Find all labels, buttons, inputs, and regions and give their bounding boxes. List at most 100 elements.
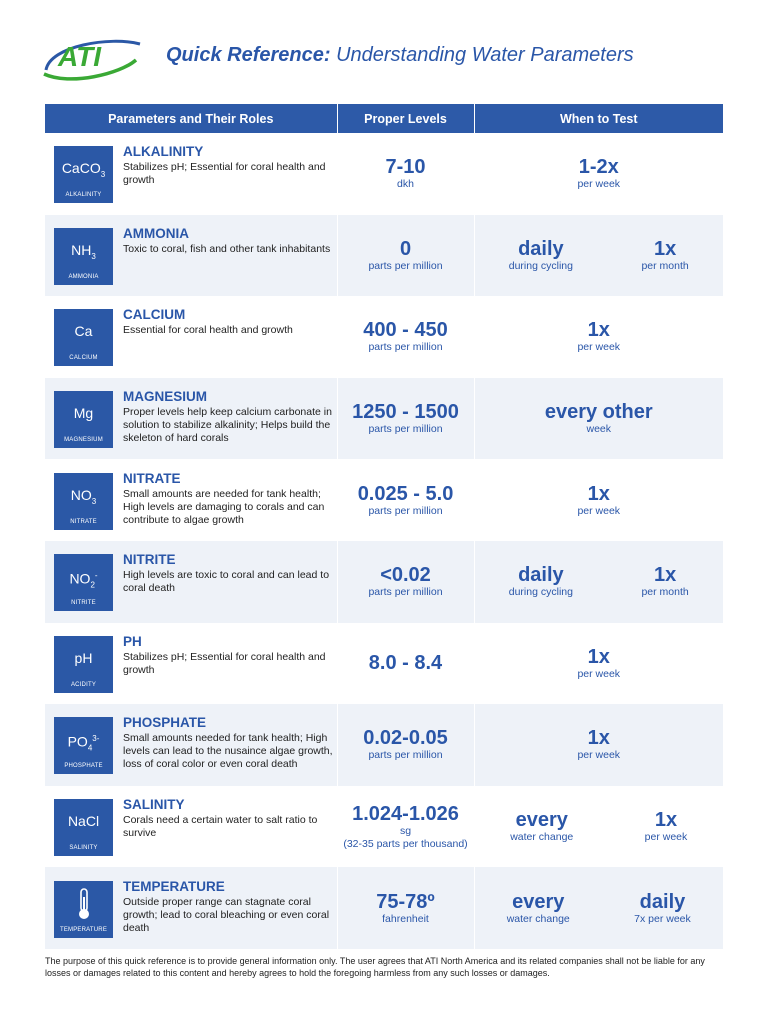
- level-value: 0: [399, 237, 412, 260]
- proper-level-cell: 75-78º fahrenheit: [337, 867, 475, 949]
- symbol-superscript: -: [94, 571, 98, 581]
- symbol-superscript: 3-: [92, 734, 100, 744]
- level-unit: parts per million: [368, 504, 443, 517]
- frequency-value: 1x: [653, 564, 677, 587]
- test-frequency-group: 1x per week: [475, 727, 724, 762]
- parameter-badge: CaCO3 ALKALINITY: [54, 146, 113, 204]
- parameter-name: ALKALINITY: [123, 144, 204, 160]
- symbol-base: CaCO: [61, 160, 101, 177]
- test-frequency: every water change: [510, 809, 573, 844]
- table-row: NH3 AMMONIA AMMONIA Toxic to coral, fish an…: [45, 214, 723, 297]
- parameter-cell: NH3 AMMONIA AMMONIA Toxic to coral, fish an…: [45, 214, 338, 297]
- proper-level-cell: 1250 - 1500 parts per million: [337, 377, 475, 460]
- parameter-name: NITRITE: [123, 552, 176, 568]
- parameter-cell: TEMPERATURE TEMPERATURE Outside proper ran…: [45, 867, 338, 949]
- symbol-base: pH: [74, 649, 93, 666]
- parameter-block: NO3 NITRATE NITRATE Small amounts are neede…: [45, 460, 337, 541]
- column-header-when: When to Test: [474, 104, 723, 133]
- parameter-description: High levels are toxic to coral and can l…: [123, 569, 330, 595]
- level-unit: parts per million: [368, 423, 443, 436]
- chemical-symbol: Mg: [54, 405, 113, 421]
- frequency-detail: per month: [641, 259, 689, 272]
- badge-label: CALCIUM: [69, 355, 98, 362]
- parameter-description: Small amounts are needed for tank health…: [123, 487, 325, 526]
- level-unit: fahrenheit: [382, 912, 429, 925]
- parameter-name: AMMONIA: [123, 225, 189, 241]
- disclaimer: The purpose of this quick reference is t…: [45, 956, 705, 978]
- parameter-badge: NaCl SALINITY: [54, 799, 113, 857]
- test-frequency-group: 1x per week: [475, 483, 724, 518]
- parameter-badge: NH3 AMMONIA: [54, 227, 113, 285]
- level-value: 1250 - 1500: [352, 401, 459, 424]
- symbol-subscript: 4: [87, 743, 93, 753]
- frequency-detail: per week: [577, 341, 621, 354]
- when-to-test-cell: 1x per week: [474, 704, 723, 786]
- chemical-symbol: pH: [54, 650, 113, 666]
- frequency-value: 1x: [587, 645, 610, 668]
- page-header: ATI Quick Reference: Understanding Water…: [40, 30, 740, 90]
- test-frequency: daily during cycling: [509, 564, 573, 599]
- test-frequency: 1x per week: [475, 727, 724, 762]
- badge-label: ACIDITY: [70, 681, 97, 688]
- when-to-test-cell: daily during cycling 1x per month: [474, 540, 723, 623]
- parameter-badge: PO43- PHOSPHATE: [54, 717, 113, 775]
- when-to-test-cell: 1-2x per week: [474, 133, 723, 215]
- table-row: pH ACIDITY PH Stabilizes pH; Essential for …: [45, 622, 723, 705]
- level-unit: parts per million: [368, 586, 443, 599]
- parameter-badge: pH ACIDITY: [54, 635, 113, 693]
- badge-label: ALKALINITY: [65, 192, 102, 199]
- parameter-description: Toxic to coral, fish and other tank inha…: [123, 242, 331, 255]
- logo-text: ATI: [57, 41, 102, 72]
- parameter-description: Corals need a certain water to salt rati…: [123, 814, 318, 840]
- frequency-detail: per week: [644, 831, 688, 844]
- when-to-test-cell: 1x per week: [474, 623, 723, 705]
- test-frequency-group: every water change 1x per week: [475, 809, 724, 844]
- parameter-cell: NO2- NITRITE NITRITE High levels are toxic …: [45, 540, 338, 623]
- proper-level-cell: 0.025 - 5.0 parts per million: [337, 459, 475, 541]
- parameter-name: PHOSPHATE: [123, 715, 207, 731]
- parameter-name: PH: [123, 633, 142, 649]
- parameter-block: Mg MAGNESIUM MAGNESIUM Proper levels help k…: [45, 378, 337, 459]
- test-frequency: every water change: [507, 891, 570, 926]
- frequency-detail: per week: [577, 667, 621, 680]
- frequency-value: daily: [639, 890, 686, 913]
- badge-label: PHOSPHATE: [64, 763, 103, 770]
- table-row: TEMPERATURE TEMPERATURE Outside proper ran…: [45, 867, 723, 949]
- symbol-base: Mg: [73, 405, 94, 422]
- title-bold: Quick Reference:: [166, 44, 331, 66]
- parameter-badge: Ca CALCIUM: [54, 309, 113, 367]
- badge-label: NITRITE: [71, 600, 96, 607]
- chemical-symbol: NH3: [54, 242, 113, 265]
- frequency-detail: per month: [641, 586, 689, 599]
- parameter-badge: NO2- NITRITE: [54, 554, 113, 612]
- test-frequency: 1x per week: [475, 483, 724, 518]
- chemical-symbol: NaCl: [54, 813, 113, 829]
- badge-label: SALINITY: [69, 845, 98, 852]
- symbol-base: NO: [69, 570, 91, 587]
- proper-level-cell: 0 parts per million: [337, 214, 475, 297]
- chemical-symbol: CaCO3: [54, 160, 113, 183]
- frequency-value: 1x: [654, 809, 678, 832]
- proper-level-cell: 1.024-1.026 sg (32-35 parts per thousand): [337, 785, 475, 868]
- table-header-row: Parameters and Their Roles Proper Levels…: [45, 104, 723, 133]
- test-frequency-group: 1x per week: [475, 646, 724, 681]
- frequency-detail: per week: [577, 178, 621, 191]
- parameter-badge: NO3 NITRATE: [54, 472, 113, 530]
- level-unit: dkh: [397, 178, 414, 191]
- proper-level-cell: 0.02-0.05 parts per million: [337, 704, 475, 786]
- badge-label: TEMPERATURE: [59, 926, 108, 933]
- test-frequency-group: every other week: [475, 401, 724, 436]
- test-frequency: 1-2x per week: [475, 156, 724, 191]
- chemical-symbol: NO3: [54, 487, 113, 510]
- level-value: 0.02-0.05: [363, 727, 448, 750]
- badge-label: NITRATE: [70, 518, 97, 525]
- frequency-value: 1-2x: [578, 156, 619, 179]
- test-frequency: every other week: [475, 401, 724, 436]
- test-frequency: 1x per week: [645, 809, 688, 844]
- parameter-block: NO2- NITRITE NITRITE High levels are toxic …: [45, 541, 337, 622]
- thermometer-icon: [78, 887, 89, 919]
- parameter-description: Proper levels help keep calcium carbonat…: [123, 406, 332, 445]
- parameter-block: NaCl SALINITY SALINITY Corals need a certai…: [45, 786, 337, 867]
- parameter-cell: Mg MAGNESIUM MAGNESIUM Proper levels help k…: [45, 377, 338, 460]
- parameter-badge: Mg MAGNESIUM: [54, 391, 113, 449]
